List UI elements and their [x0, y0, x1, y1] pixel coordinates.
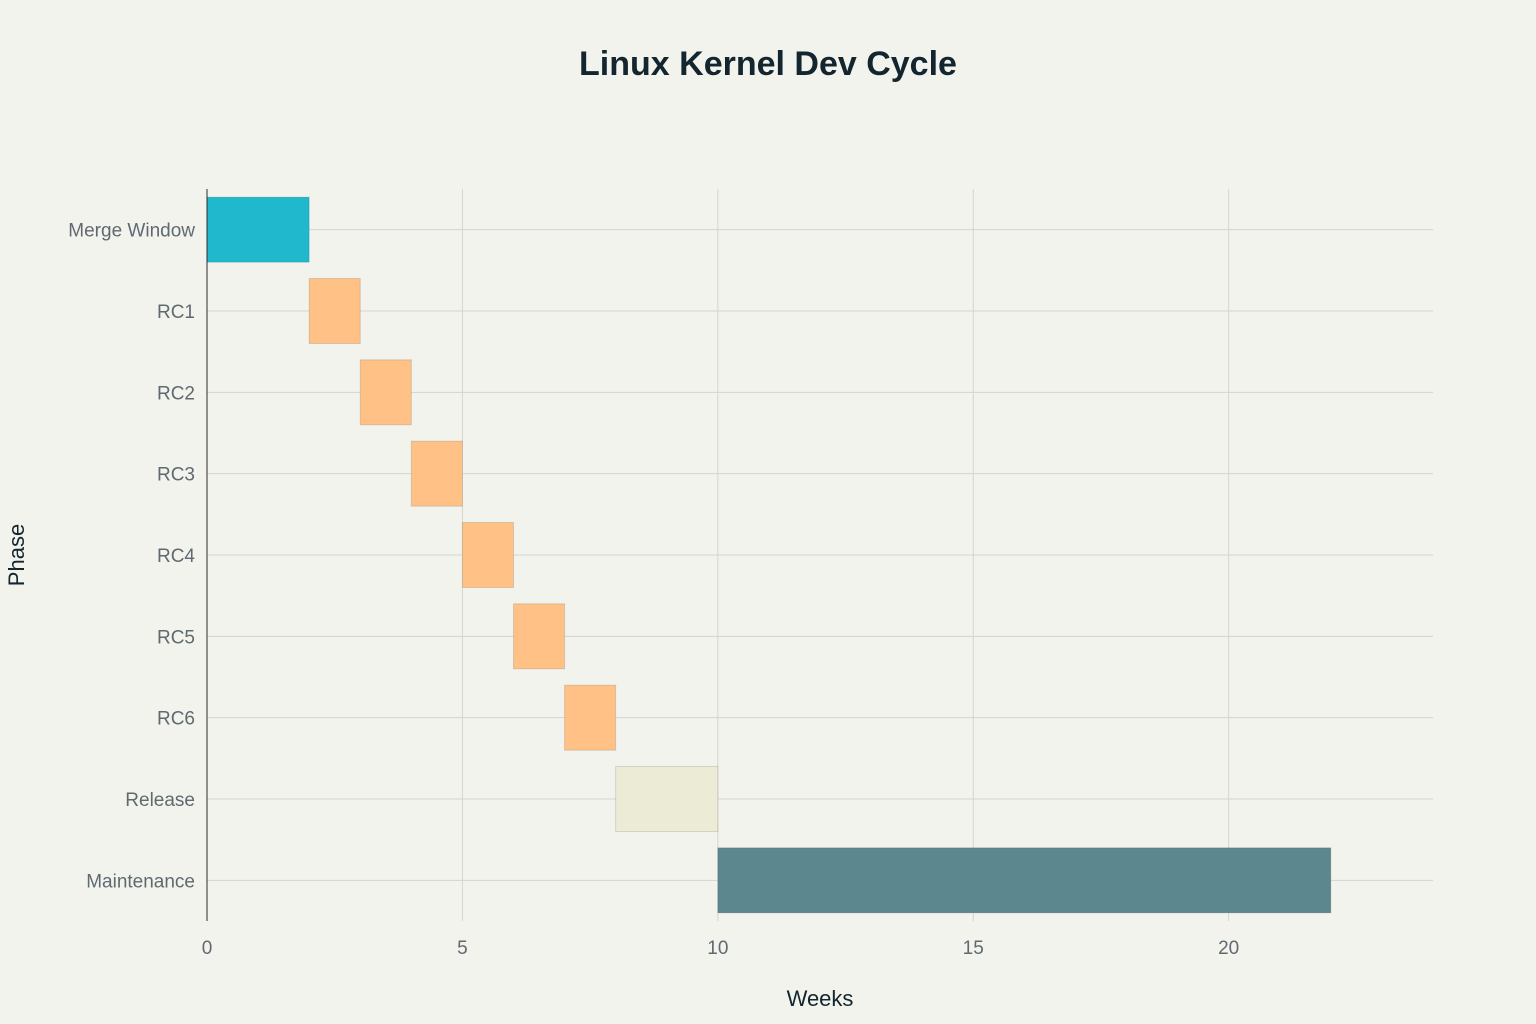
y-grid — [207, 229, 1433, 881]
y-tick-label: RC1 — [157, 302, 195, 323]
bar-release — [615, 765, 719, 833]
bar-rc1 — [308, 277, 361, 345]
x-tick-label: 0 — [202, 938, 213, 959]
y-tick-label: RC6 — [157, 709, 195, 730]
y-tick-labels: Merge Window RC1 RC2 RC3 RC4 RC5 RC6 Release Mai… — [68, 221, 195, 893]
bar-maintenance — [717, 847, 1332, 914]
y-tick-label: RC2 — [157, 383, 195, 404]
chart-title: Linux Kernel Dev Cycle — [579, 45, 957, 83]
bars — [206, 196, 1332, 914]
bar-rc5 — [513, 603, 566, 670]
bar-rc2 — [359, 359, 412, 426]
bar-merge-window — [206, 196, 310, 263]
x-tick-label: 15 — [963, 938, 984, 959]
y-tick-label: RC5 — [157, 627, 195, 648]
y-tick-label: Merge Window — [68, 221, 195, 242]
y-tick-label: Maintenance — [86, 871, 195, 892]
bar-rc3 — [410, 440, 463, 507]
y-tick-label: Release — [125, 790, 195, 811]
y-tick-label: RC4 — [157, 546, 195, 567]
bar-rc6 — [564, 684, 617, 751]
bar-rc4 — [461, 521, 514, 589]
x-tick-label: 5 — [457, 938, 468, 959]
x-axis-title: Weeks — [787, 986, 854, 1011]
y-tick-label: RC3 — [157, 465, 195, 486]
y-axis-title: Phase — [4, 524, 29, 586]
x-tick-label: 10 — [707, 938, 728, 959]
x-tick-label: 20 — [1218, 938, 1239, 959]
x-tick-labels: 0 5 10 15 20 — [202, 938, 1240, 959]
